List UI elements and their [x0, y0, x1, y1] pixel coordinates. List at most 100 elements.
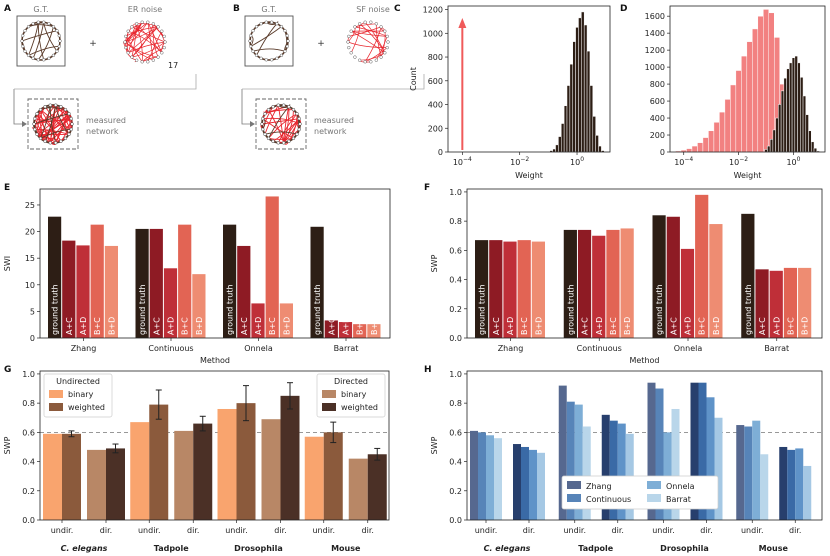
network-edge — [264, 104, 279, 135]
hist-bar — [791, 57, 796, 153]
bar — [486, 435, 494, 520]
subgroup-label: dir. — [700, 526, 712, 535]
subgroup-label: dir. — [187, 526, 199, 535]
network-node — [249, 44, 253, 48]
network-edge — [32, 22, 45, 59]
bar — [620, 228, 634, 338]
y-tick-label: 400 — [428, 101, 443, 110]
network-node — [285, 34, 289, 38]
hist-bar — [813, 147, 818, 153]
bar-label: A+D — [342, 317, 351, 335]
bar-label: A+C — [758, 317, 767, 335]
bar-label: A+D — [167, 317, 176, 335]
network-edge — [28, 22, 39, 56]
subgroup-label: dir. — [274, 526, 286, 535]
network-node — [276, 141, 280, 145]
network-edge — [125, 26, 159, 37]
y-tick-label: 0.8 — [449, 399, 462, 408]
x-axis-label: Method — [629, 356, 659, 365]
network-node — [251, 49, 255, 53]
network-edge — [364, 21, 386, 53]
panel-letter-A: A — [4, 4, 11, 14]
measured-label: measured — [314, 116, 354, 125]
noise-network — [123, 20, 167, 64]
bar — [698, 382, 707, 520]
network-node — [283, 29, 287, 33]
hist-bar — [783, 77, 787, 153]
network-edge — [33, 113, 70, 125]
hist-bar — [763, 9, 770, 153]
network-edge — [268, 113, 298, 139]
group-label: Drosophila — [234, 544, 283, 553]
network-node — [285, 44, 289, 48]
network-edge — [268, 106, 290, 139]
legend-swatch — [567, 481, 581, 489]
bar-label: A+D — [506, 317, 515, 335]
network-node — [63, 136, 68, 140]
hist-bar — [802, 95, 807, 153]
legend-item: Barrat — [666, 495, 691, 504]
legend-item: weighted — [68, 403, 105, 412]
subgroup-label: dir. — [362, 526, 374, 535]
network-node — [295, 112, 299, 116]
network-node — [261, 127, 265, 131]
bar — [135, 228, 149, 338]
network-edge — [34, 118, 46, 142]
y-axis-label: Count — [409, 67, 418, 91]
subgroup-label: undir. — [652, 526, 675, 535]
bar — [478, 432, 486, 520]
bar — [592, 235, 606, 338]
bar — [736, 425, 745, 520]
bar — [90, 224, 104, 338]
network-node — [248, 39, 252, 43]
network-edge — [252, 48, 286, 52]
hist-bar — [592, 116, 596, 153]
network-node — [146, 20, 150, 24]
network-node — [270, 58, 274, 62]
network-node — [385, 34, 389, 38]
bar-label: ground truth — [478, 284, 487, 335]
network-node — [156, 25, 160, 29]
hist-bar — [778, 104, 782, 153]
y-tick-label: 800 — [650, 80, 665, 89]
grouped-bar-F: ground truth A+C A+D B+C B+D Zhang ground trut… — [430, 188, 812, 365]
y-axis-label: SWI — [3, 256, 12, 271]
bar — [265, 196, 279, 338]
bar — [48, 216, 62, 338]
panel-letter-E: E — [4, 183, 10, 193]
bar-label: A+D — [79, 317, 88, 335]
noise-count: 17 — [168, 61, 178, 70]
hist-bar — [566, 85, 571, 153]
network-edge — [43, 22, 58, 52]
network-node — [151, 22, 155, 26]
measured-gt-edges — [32, 103, 74, 145]
y-tick-label: 1.0 — [449, 188, 462, 197]
hist-bar — [741, 55, 748, 153]
measured-gt-edges — [260, 103, 302, 145]
network-node — [36, 58, 40, 62]
subgroup-label: undir. — [138, 526, 161, 535]
gt-label: G.T. — [261, 5, 276, 14]
y-tick-label: 0.0 — [449, 516, 462, 525]
bar — [783, 267, 798, 338]
category-label: Barrat — [334, 344, 359, 353]
network-node — [383, 29, 387, 33]
legend-swatch — [647, 494, 661, 502]
y-axis-label: SWP — [430, 254, 439, 272]
network-node — [249, 34, 253, 38]
group-label: Mouse — [759, 544, 789, 553]
network-edge — [44, 105, 57, 142]
hist-bar — [794, 55, 798, 153]
subgroup-label: undir. — [741, 526, 764, 535]
bar — [566, 401, 575, 520]
network-edge — [347, 26, 356, 43]
network-edge — [125, 23, 138, 48]
subgroup-label: undir. — [312, 526, 335, 535]
network-node — [146, 60, 150, 64]
network-node — [48, 103, 52, 107]
hist-bar — [780, 90, 785, 153]
network-node — [126, 29, 130, 33]
network-edge — [264, 131, 298, 135]
network-node — [263, 132, 267, 136]
network-edge — [256, 23, 278, 56]
